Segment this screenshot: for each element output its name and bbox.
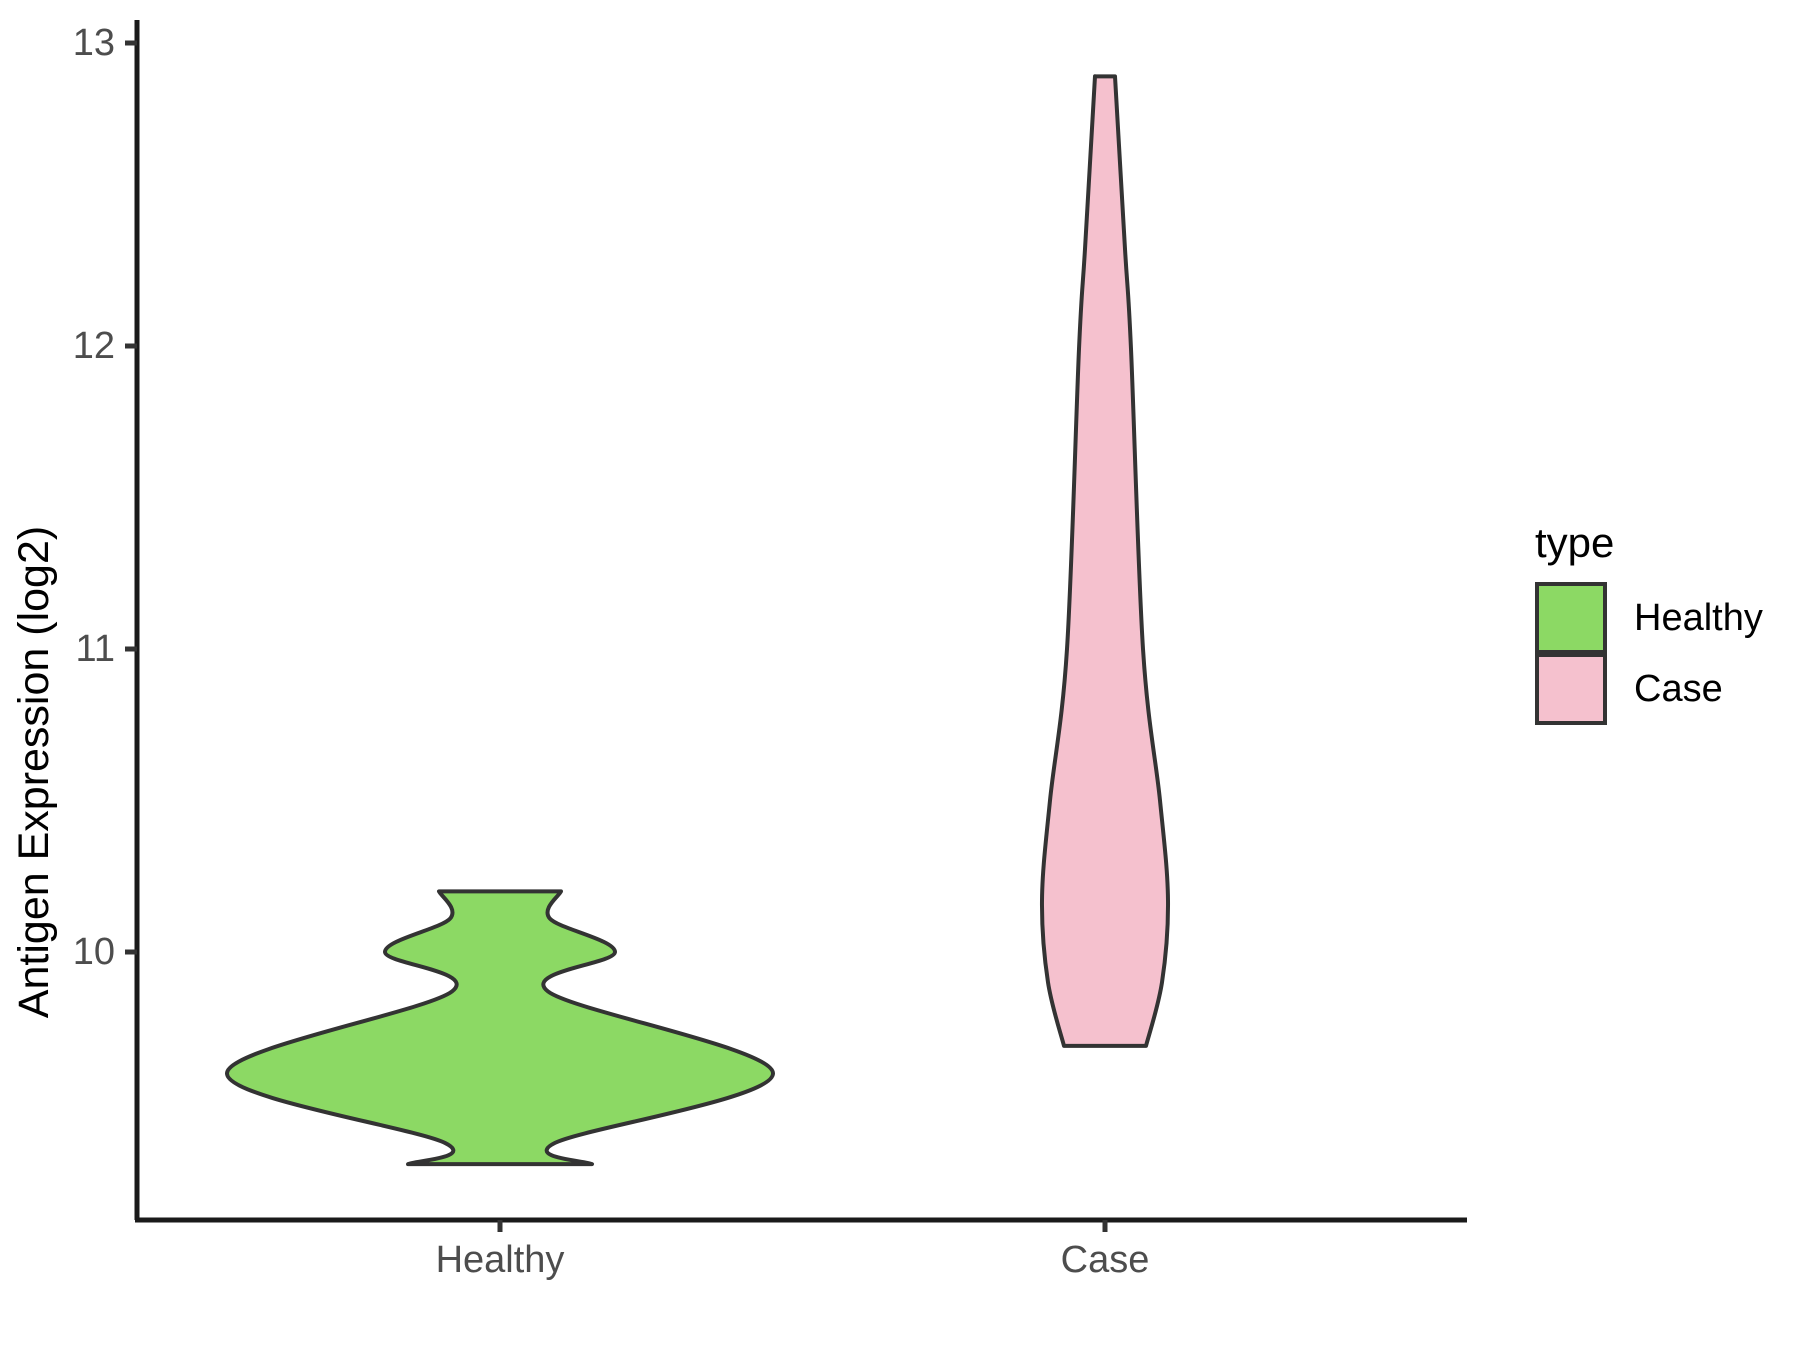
violin-healthy [224,889,776,1167]
y-tick-label: 13 [73,22,115,64]
legend-swatch-case [1535,653,1607,725]
y-tick-label: 12 [73,325,115,367]
legend-label-healthy: Healthy [1634,597,1763,639]
x-category-label: Healthy [436,1239,565,1281]
y-axis-title: Antigen Expression (log2) [10,526,58,1018]
legend-title: type [1535,519,1614,566]
legend-swatch-healthy [1535,582,1607,654]
x-category-label: Case [1061,1239,1150,1281]
y-tick-label: 10 [73,931,115,973]
violin-case [1039,74,1171,1048]
legend: type Healthy Case [1535,519,1763,725]
legend-label-case: Case [1634,668,1723,710]
y-tick-label: 11 [76,628,115,670]
